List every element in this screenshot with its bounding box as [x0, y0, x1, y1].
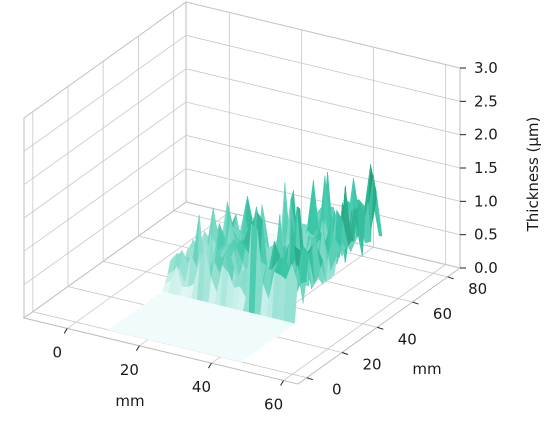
grid-line-z [23, 34, 461, 152]
x-tick-label: 0 [52, 343, 62, 361]
x-tick-label: 40 [192, 378, 211, 396]
x-tick-label: 60 [264, 396, 283, 414]
thickness-surface [108, 164, 383, 363]
z-tick-label: 1.0 [474, 192, 498, 210]
grid-line-z [23, 68, 461, 186]
x-tick-label: 20 [120, 361, 139, 379]
y-tick-mark [447, 276, 454, 280]
x-tick-mark [208, 362, 212, 369]
y-tick-label: 60 [433, 305, 452, 323]
y-tick-label: 80 [468, 280, 487, 298]
y-tick-mark [412, 301, 419, 305]
y-tick-label: 40 [398, 330, 417, 348]
grid-line-z [23, 101, 461, 219]
y-axis-label: mm [412, 360, 441, 378]
z-axis-label: Thickness (µm) [524, 117, 542, 233]
z-tick-label: 1.5 [474, 159, 498, 177]
z-tick-label: 0.0 [474, 259, 498, 277]
z-tick-label: 3.0 [474, 59, 498, 77]
y-tick-mark [377, 326, 384, 330]
x-axis-label: mm [115, 392, 144, 410]
x-tick-mark [63, 328, 68, 334]
grid-line-z [23, 201, 461, 319]
axis-ticks: 0 20 40 60 0 20 40 60 80 0.0 0.5 1.0 1.5 2.0 2.5 3.0 [52, 59, 497, 414]
z-tick-label: 2.0 [474, 126, 498, 144]
grid-line-z [23, 1, 461, 119]
z-tick-label: 0.5 [474, 226, 498, 244]
surface-cell [108, 327, 118, 332]
y-tick-label: 0 [332, 381, 342, 399]
y-tick-mark [341, 352, 349, 355]
z-tick-label: 2.5 [474, 92, 498, 110]
y-tick-mark [306, 377, 313, 381]
y-tick-label: 20 [362, 355, 381, 373]
x-tick-mark [280, 380, 285, 386]
x-tick-mark [135, 345, 140, 352]
